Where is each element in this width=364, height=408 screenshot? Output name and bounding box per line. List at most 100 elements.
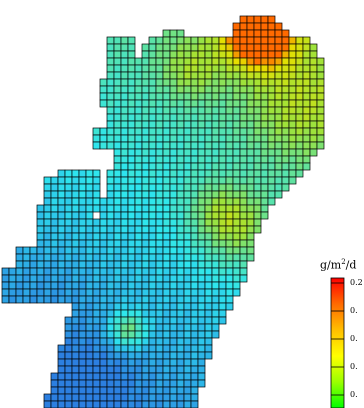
grid-cell: [190, 295, 199, 304]
grid-cell: [302, 127, 311, 136]
grid-cell: [78, 169, 87, 178]
grid-cell: [309, 85, 318, 94]
grid-cell: [78, 239, 87, 248]
grid-cell: [190, 260, 199, 269]
grid-cell: [274, 64, 283, 73]
grid-cell: [169, 64, 178, 73]
grid-cell: [155, 57, 164, 66]
grid-cell: [43, 183, 52, 192]
grid-cell: [99, 379, 108, 388]
grid-cell: [239, 232, 248, 241]
grid-cell: [232, 267, 241, 276]
grid-cell: [148, 141, 157, 150]
grid-cell: [120, 197, 129, 206]
grid-cell: [141, 260, 150, 269]
grid-cell: [134, 99, 143, 108]
grid-cell: [204, 162, 213, 171]
grid-cell: [190, 127, 199, 136]
grid-cell: [148, 379, 157, 388]
grid-cell: [85, 260, 94, 269]
grid-cell: [253, 141, 262, 150]
grid-cell: [225, 190, 234, 199]
grid-cell: [120, 43, 129, 52]
grid-cell: [99, 302, 108, 311]
grid-cell: [141, 43, 150, 52]
grid-cell: [99, 260, 108, 269]
grid-cell: [281, 71, 290, 80]
grid-cell: [295, 36, 304, 45]
grid-cell: [99, 246, 108, 255]
grid-cell: [148, 260, 157, 269]
grid-cell: [176, 113, 185, 122]
grid-cell: [141, 141, 150, 150]
grid-cell: [99, 127, 108, 136]
grid-cell: [113, 365, 122, 374]
grid-cell: [218, 85, 227, 94]
grid-cell: [148, 337, 157, 346]
grid-cell: [239, 43, 248, 52]
grid-cell: [127, 393, 136, 402]
grid-cell: [204, 288, 213, 297]
grid-cell: [197, 239, 206, 248]
grid-cell: [190, 246, 199, 255]
grid-cell: [120, 204, 129, 213]
grid-cell: [141, 386, 150, 395]
grid-cell: [57, 169, 66, 178]
grid-cell: [113, 246, 122, 255]
grid-cell: [155, 176, 164, 185]
grid-cell: [309, 120, 318, 129]
grid-cell: [176, 232, 185, 241]
grid-cell: [239, 36, 248, 45]
grid-cell: [141, 400, 150, 408]
grid-cell: [134, 253, 143, 262]
grid-cell: [225, 162, 234, 171]
grid-cell: [92, 169, 101, 178]
grid-cell: [204, 36, 213, 45]
grid-cell: [246, 197, 255, 206]
grid-cell: [106, 232, 115, 241]
grid-cell: [218, 71, 227, 80]
grid-cell: [155, 309, 164, 318]
grid-cell: [92, 358, 101, 367]
grid-cell: [309, 127, 318, 136]
grid-cell: [57, 379, 66, 388]
grid-cell: [127, 64, 136, 73]
grid-cell: [43, 267, 52, 276]
grid-cell: [148, 232, 157, 241]
grid-cell: [92, 225, 101, 234]
grid-cell: [239, 204, 248, 213]
grid-cell: [99, 288, 108, 297]
grid-cell: [92, 344, 101, 353]
grid-cell: [127, 36, 136, 45]
grid-cell: [204, 141, 213, 150]
grid-cell: [176, 309, 185, 318]
grid-cell: [316, 141, 325, 150]
grid-cell: [106, 71, 115, 80]
grid-cell: [218, 148, 227, 157]
grid-cell: [183, 155, 192, 164]
legend-tick-4: 0.: [350, 362, 358, 371]
grid-cell: [162, 260, 171, 269]
grid-cell: [148, 36, 157, 45]
grid-cell: [127, 267, 136, 276]
grid-cell: [29, 288, 38, 297]
grid-cell: [218, 155, 227, 164]
grid-cell: [57, 295, 66, 304]
grid-cell: [169, 309, 178, 318]
grid-cell: [85, 379, 94, 388]
grid-cell: [85, 218, 94, 227]
grid-cell: [246, 78, 255, 87]
grid-cell: [204, 176, 213, 185]
grid-cell: [246, 85, 255, 94]
grid-cell: [15, 260, 24, 269]
grid-cell: [183, 372, 192, 381]
grid-cell: [197, 50, 206, 59]
grid-cell: [204, 218, 213, 227]
grid-cell: [106, 57, 115, 66]
grid-cell: [246, 148, 255, 157]
grid-cell: [239, 225, 248, 234]
grid-cell: [57, 386, 66, 395]
grid-cell: [190, 232, 199, 241]
grid-cell: [71, 351, 80, 360]
grid-cell: [29, 246, 38, 255]
